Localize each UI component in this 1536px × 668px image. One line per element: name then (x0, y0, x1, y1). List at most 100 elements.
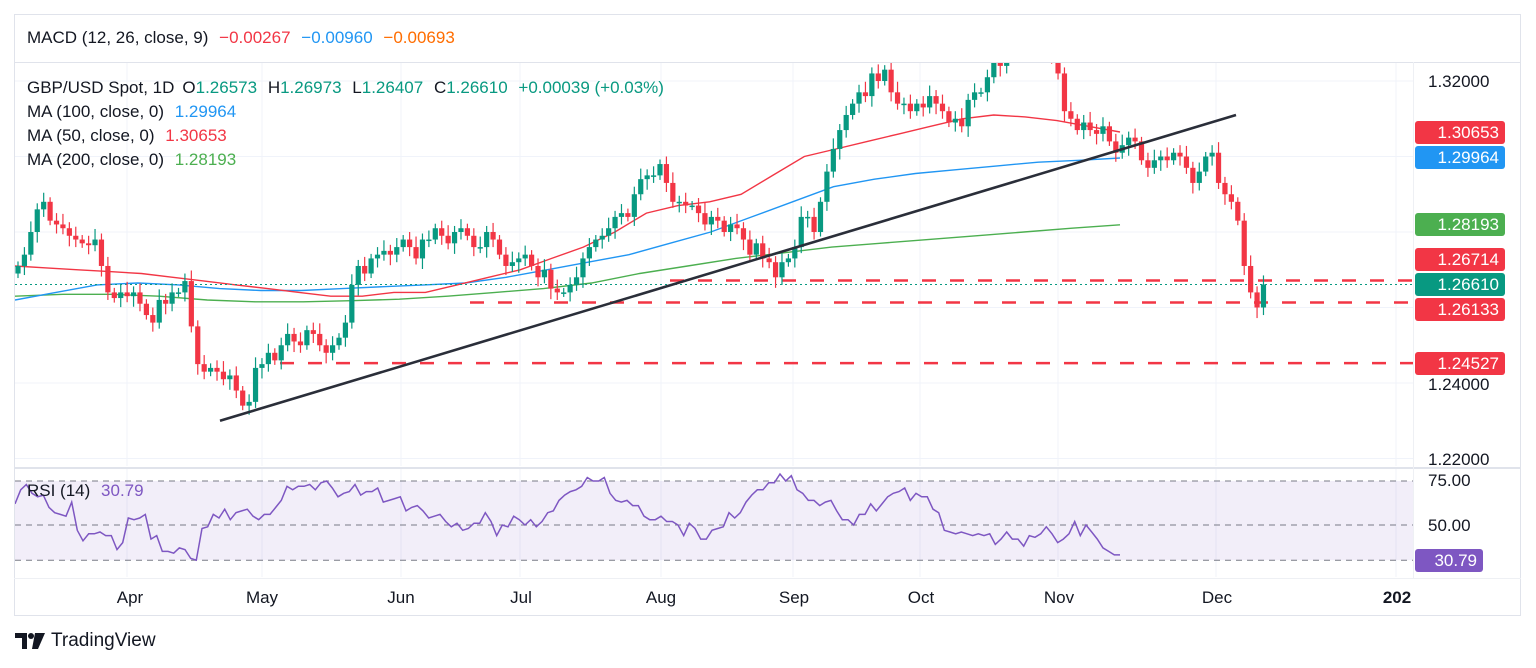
candle-body (297, 341, 304, 346)
ma200-label: MA (200, close, 0) (27, 150, 165, 169)
candle-body (496, 239, 503, 255)
candle-body (34, 209, 40, 232)
candle-body (86, 243, 92, 246)
candle-body (1106, 126, 1112, 142)
candle-body (111, 292, 117, 299)
tradingview-logo-icon (15, 633, 45, 649)
candle-body (413, 247, 419, 259)
candle-body (1100, 126, 1106, 134)
candle-body (869, 73, 875, 97)
candle-body (1196, 171, 1202, 183)
tradingview-logo[interactable]: TradingView (15, 630, 156, 652)
candle-body (259, 364, 265, 368)
symbol-legend: GBP/USD Spot, 1D O1.26573 H1.26973 L1.264… (27, 78, 670, 98)
candle-body (156, 299, 162, 323)
ma50-label: MA (50, close, 0) (27, 126, 155, 145)
candle-body (477, 247, 483, 249)
rsi-band (15, 481, 1413, 561)
candle-body (342, 322, 349, 338)
brand-name: TradingView (51, 630, 156, 651)
candle-body (573, 277, 580, 285)
support-price-badge: 1.24527 (1415, 352, 1505, 375)
candle-body (657, 164, 663, 176)
candle-body (394, 247, 400, 255)
x-tick-label: Nov (1043, 588, 1075, 607)
candle-body (875, 73, 881, 81)
close-label: C (433, 78, 447, 97)
candle-body (214, 367, 220, 372)
candle-body (1215, 152, 1222, 183)
candle-body (805, 216, 811, 219)
candle-body (143, 303, 149, 316)
candle-body (715, 216, 721, 221)
ma100-label: MA (100, close, 0) (27, 102, 165, 121)
candle-body (785, 258, 791, 263)
candle-body (882, 69, 888, 81)
candle-body (708, 216, 714, 225)
ma100-legend: MA (100, close, 0) 1.29964 (27, 102, 242, 122)
candle-body (907, 103, 913, 112)
candle-body (1074, 118, 1080, 131)
candle-body (516, 258, 522, 263)
candle-body (1241, 220, 1247, 266)
ma100-price-badge: 1.29964 (1415, 146, 1505, 169)
candle-body (304, 330, 310, 346)
y-tick-label: 1.32000 (1428, 72, 1490, 91)
candle-body (1260, 284, 1267, 308)
candle-body (561, 292, 567, 294)
candle-body (79, 239, 85, 244)
candle-body (747, 239, 753, 255)
candle-body (1145, 160, 1151, 168)
candle-body (817, 201, 824, 232)
macd-pane-divider (14, 62, 1521, 63)
candle-body (997, 63, 1003, 66)
candle-body (130, 292, 137, 297)
candle-body (1235, 201, 1241, 221)
candle-body (772, 262, 779, 278)
candle-body (959, 118, 965, 127)
candle-body (1055, 63, 1061, 74)
candle-body (1158, 156, 1164, 161)
candle-body (329, 345, 336, 353)
ma200-price-badge: 1.28193 (1415, 213, 1505, 236)
low-value: 1.26407 (361, 78, 424, 97)
trendline (219, 113, 1237, 422)
candle-body (728, 224, 734, 232)
candle-body (490, 232, 496, 240)
candle-body (419, 239, 426, 259)
y-tick-label: 1.22000 (1428, 450, 1490, 469)
candle-body (760, 243, 766, 259)
candle-body (625, 213, 631, 217)
candle-body (362, 265, 368, 274)
candle-body (522, 254, 528, 259)
candle-body (811, 216, 817, 232)
candle-body (901, 103, 907, 106)
candle-body (1068, 111, 1074, 119)
candle-body (98, 239, 105, 266)
candle-body (650, 175, 657, 177)
candle-body (1138, 141, 1145, 161)
candle-body (541, 269, 548, 278)
candle-body (1061, 73, 1068, 112)
candle-body (28, 232, 34, 255)
symbol-title: GBP/USD Spot, 1D (27, 78, 175, 97)
candle-body (984, 77, 991, 93)
candle-body (856, 92, 862, 104)
candle-body (1183, 156, 1190, 168)
candle-body (407, 239, 413, 248)
candle-body (593, 239, 599, 248)
candle-body (1043, 43, 1048, 51)
candle-body (965, 99, 971, 127)
candle-body (272, 352, 278, 361)
candle-body (1209, 152, 1215, 157)
candle-body (1011, 36, 1016, 51)
candle-body (612, 216, 618, 229)
macd-label: MACD (12, 26, close, 9) (27, 28, 209, 47)
candle-body (779, 262, 785, 278)
candle-body (946, 111, 952, 123)
candle-body (580, 258, 586, 278)
candle-body (445, 235, 451, 244)
resistance-price-badge: 1.26714 (1415, 248, 1505, 271)
candle-body (1049, 51, 1054, 55)
